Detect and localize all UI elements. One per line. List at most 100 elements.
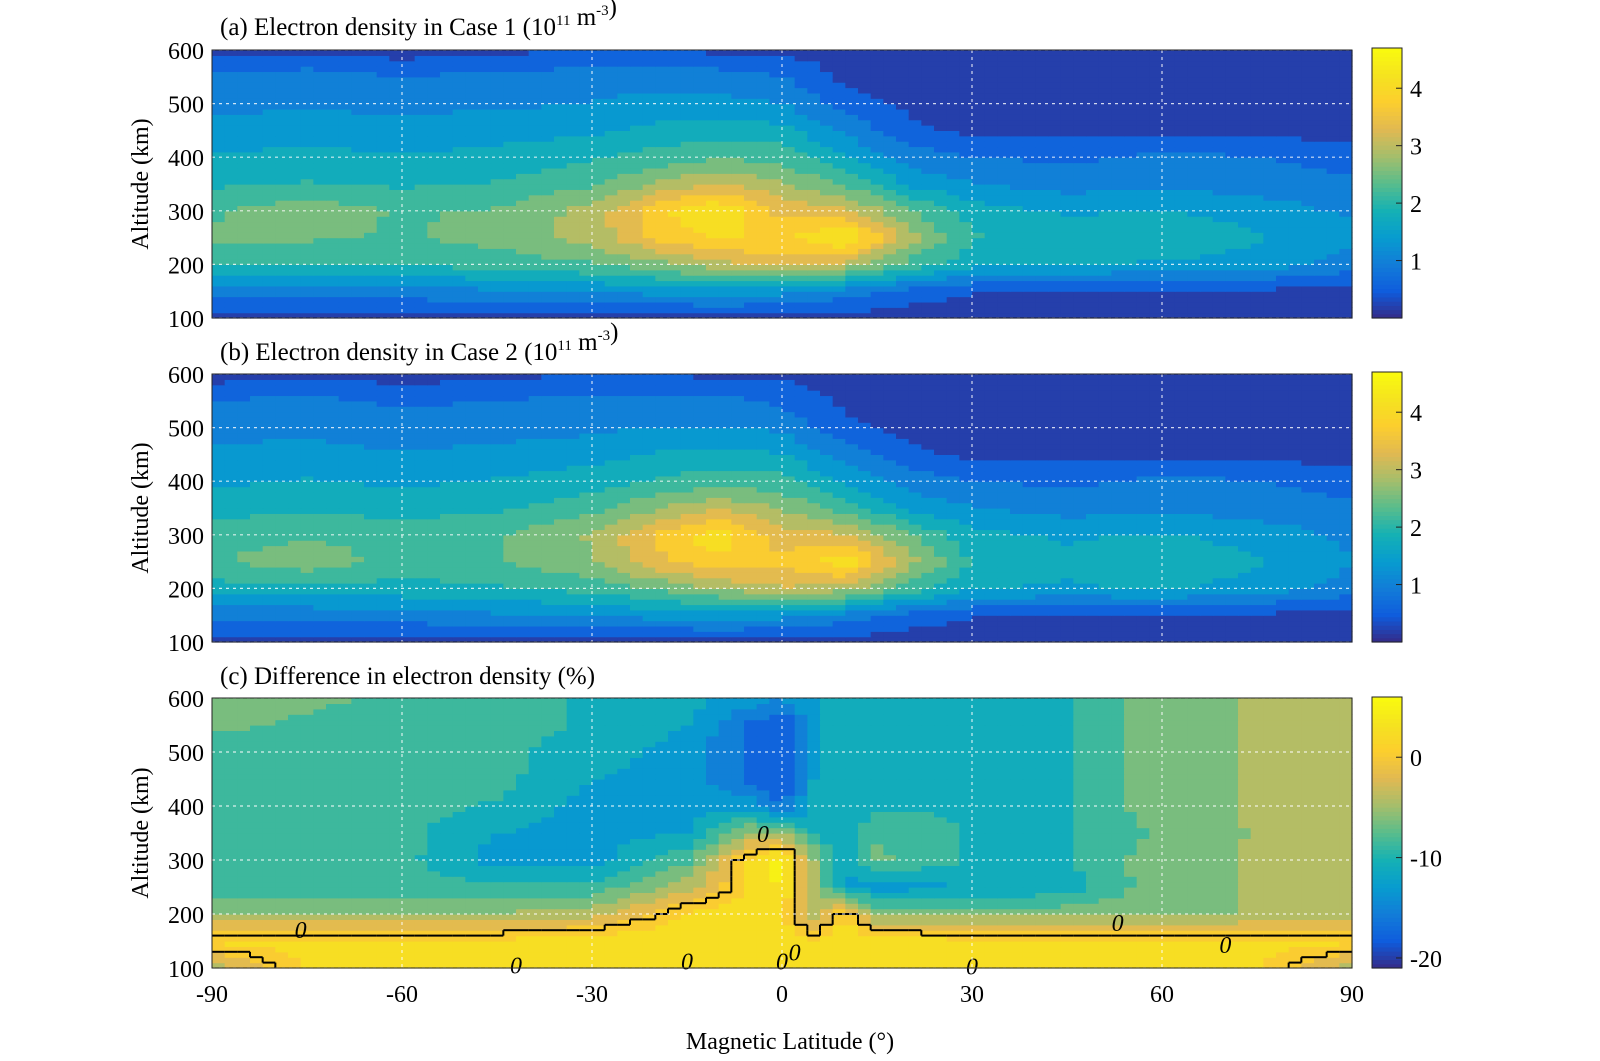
contour-cell — [959, 291, 972, 297]
contour-cell — [491, 211, 504, 217]
contour-cell — [845, 280, 858, 286]
colorbar-swatch — [1372, 124, 1402, 129]
contour-cell — [630, 136, 643, 142]
contour-cell — [1061, 71, 1074, 77]
contour-cell — [1327, 232, 1340, 238]
contour-cell — [427, 297, 440, 303]
contour-cell — [782, 88, 795, 94]
contour-cell — [326, 286, 339, 292]
contour-cell — [731, 104, 744, 110]
contour-cell — [1238, 109, 1251, 115]
contour-cell — [377, 130, 390, 136]
contour-cell — [516, 141, 529, 147]
contour-cell — [592, 125, 605, 131]
contour-cell — [693, 50, 706, 56]
contour-cell — [1048, 227, 1061, 233]
contour-cell — [909, 243, 922, 249]
contour-cell — [896, 61, 909, 67]
contour-cell — [693, 232, 706, 238]
contour-cell — [313, 615, 326, 621]
contour-cell — [503, 243, 516, 249]
contour-cell — [402, 270, 415, 276]
contour-cell — [845, 270, 858, 276]
contour-cell — [1339, 222, 1352, 228]
contour-cell — [1111, 125, 1124, 131]
contour-cell — [275, 50, 288, 56]
contour-cell — [275, 195, 288, 201]
contour-cell — [415, 173, 428, 179]
contour-cell — [845, 216, 858, 222]
contour-cell — [795, 222, 808, 228]
contour-cell — [212, 114, 225, 120]
contour-cell — [288, 243, 301, 249]
contour-cell — [1099, 631, 1112, 637]
contour-cell — [769, 61, 782, 67]
contour-cell — [212, 55, 225, 61]
contour-cell — [858, 264, 871, 270]
contour-cell — [643, 280, 656, 286]
contour-cell — [263, 146, 276, 152]
contour-cell — [1099, 254, 1112, 260]
contour-cell — [263, 189, 276, 195]
contour-cell — [288, 125, 301, 131]
contour-cell — [769, 254, 782, 260]
contour-cell — [959, 307, 972, 313]
contour-cell — [567, 626, 580, 632]
contour-cell — [668, 232, 681, 238]
contour-cell — [871, 88, 884, 94]
contour-cell — [250, 232, 263, 238]
contour-cell — [1061, 168, 1074, 174]
contour-cell — [769, 66, 782, 72]
contour-cell — [1111, 146, 1124, 152]
contour-cell — [681, 200, 694, 206]
contour-cell — [617, 297, 630, 303]
contour-cell — [833, 211, 846, 217]
contour-cell — [301, 286, 314, 292]
contour-cell — [668, 88, 681, 94]
contour-cell — [858, 88, 871, 94]
contour-cell — [947, 307, 960, 313]
contour-cell — [985, 302, 998, 308]
colorbar-swatch — [1372, 246, 1402, 251]
contour-cell — [263, 631, 276, 637]
contour-cell — [377, 104, 390, 110]
contour-cell — [820, 61, 833, 67]
contour-cell — [339, 109, 352, 115]
contour-cell — [567, 291, 580, 297]
contour-cell — [1162, 88, 1175, 94]
contour-cell — [516, 125, 529, 131]
contour-cell — [1111, 286, 1124, 292]
contour-cell — [415, 93, 428, 99]
contour-cell — [871, 280, 884, 286]
contour-cell — [1200, 157, 1213, 163]
contour-cell — [351, 291, 364, 297]
contour-cell — [541, 50, 554, 56]
contour-cell — [263, 248, 276, 254]
contour-cell — [1073, 184, 1086, 190]
contour-cell — [453, 297, 466, 303]
contour-cell — [465, 136, 478, 142]
contour-cell — [1289, 157, 1302, 163]
contour-cell — [833, 130, 846, 136]
contour-cell — [1149, 66, 1162, 72]
contour-cell — [883, 227, 896, 233]
contour-cell — [415, 297, 428, 303]
contour-cell — [757, 141, 770, 147]
contour-cell — [1289, 163, 1302, 169]
contour-cell — [833, 173, 846, 179]
contour-cell — [909, 130, 922, 136]
contour-cell — [807, 55, 820, 61]
contour-cell — [896, 66, 909, 72]
contour-cell — [643, 61, 656, 67]
contour-cell — [389, 264, 402, 270]
contour-cell — [1251, 55, 1264, 61]
colorbar-swatch — [1372, 153, 1402, 158]
contour-cell — [415, 254, 428, 260]
contour-cell — [706, 254, 719, 260]
contour-cell — [1035, 189, 1048, 195]
contour-cell — [1175, 189, 1188, 195]
contour-cell — [389, 291, 402, 297]
contour-cell — [934, 104, 947, 110]
contour-cell — [985, 307, 998, 313]
contour-cell — [503, 626, 516, 632]
